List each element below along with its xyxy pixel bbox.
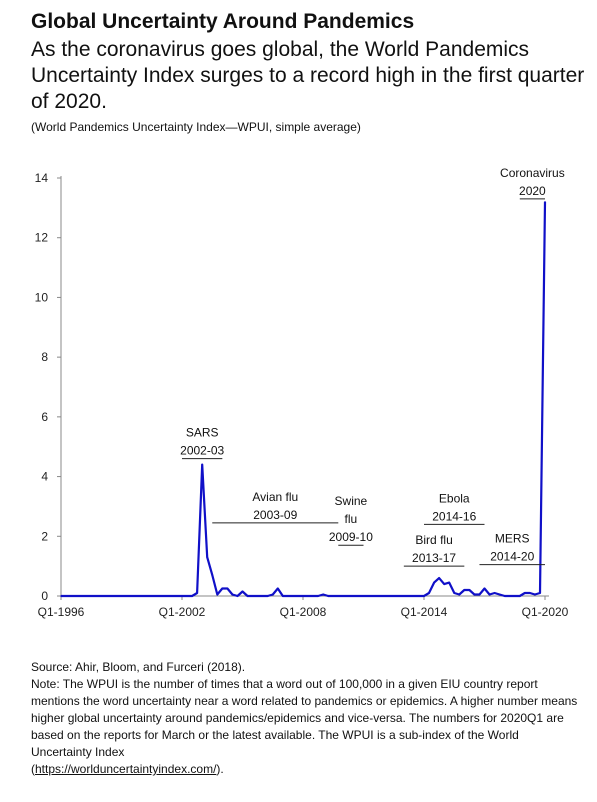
data-point (428, 592, 430, 594)
annotation-label: SARS (186, 426, 219, 440)
chart-subtitle: As the coronavirus goes global, the Worl… (31, 38, 585, 113)
series-line (61, 201, 547, 598)
y-tick-label: 12 (35, 231, 49, 245)
annotation-label: 2002-03 (180, 444, 224, 458)
data-point (529, 592, 531, 594)
data-point (282, 595, 284, 597)
data-point (544, 201, 546, 203)
data-point (201, 463, 203, 466)
data-point (216, 593, 219, 596)
data-point (317, 595, 319, 597)
link-close: ). (216, 762, 224, 776)
annotation-label: 2014-20 (490, 550, 534, 564)
x-tick-label: Q1-2008 (280, 605, 327, 619)
annotation-label: 2014-16 (432, 509, 476, 523)
source-note: Source: Ahir, Bloom, and Furceri (2018). (31, 660, 246, 674)
annotation-label: 2020 (519, 184, 546, 198)
data-point (60, 595, 62, 597)
data-point (463, 589, 466, 591)
data-point (443, 583, 445, 585)
link-open: ( (31, 762, 35, 776)
data-point (478, 593, 481, 596)
data-point (226, 587, 229, 590)
data-point (327, 595, 330, 597)
data-point (468, 589, 471, 591)
data-point (276, 587, 279, 590)
data-point (433, 581, 435, 584)
y-tick-label: 10 (35, 290, 49, 304)
data-point (211, 574, 214, 576)
annotation-label: 2013-17 (412, 551, 456, 565)
data-point (534, 593, 536, 596)
data-point (473, 593, 476, 596)
data-point (518, 595, 521, 597)
data-point (266, 595, 269, 597)
x-tick-label: Q1-2020 (522, 605, 569, 619)
data-point (448, 581, 451, 584)
data-point (483, 587, 486, 590)
data-point (241, 590, 244, 593)
data-point (236, 595, 239, 597)
annotation-label: flu (345, 512, 358, 526)
data-point (191, 595, 193, 597)
note-text: Note: The WPUI is the number of times th… (31, 677, 578, 759)
data-point (438, 577, 440, 579)
annotation-label: Ebola (439, 491, 470, 505)
data-point (322, 593, 324, 596)
y-tick-label: 14 (35, 171, 49, 185)
y-tick-label: 0 (41, 589, 48, 603)
data-point (196, 592, 198, 594)
data-point (498, 593, 501, 596)
chart-footer: Source: Ahir, Bloom, and Furceri (2018).… (31, 659, 579, 778)
data-point (271, 593, 274, 596)
y-tick-label: 2 (41, 529, 48, 543)
pandemic-uncertainty-line-chart: 0 2 4 6 8 10 12 14 Q1-1996 Q1-2002 Q1-2008 Q1-2014 Q… (35, 166, 569, 619)
annotation-label: 2003-09 (253, 508, 297, 522)
y-tick-label: 8 (41, 350, 48, 364)
data-point (423, 595, 425, 597)
x-tick-label: Q1-1996 (38, 605, 85, 619)
data-point (524, 592, 526, 594)
y-tick-label: 4 (41, 470, 48, 484)
data-point (453, 592, 456, 594)
methodology-note: Note: The WPUI is the number of times th… (31, 676, 579, 778)
annotation-label: 2009-10 (329, 530, 373, 544)
wui-website-link[interactable]: https://worlduncertaintyindex.com/ (35, 762, 217, 776)
x-tick-label: Q1-2002 (159, 605, 206, 619)
chart-units-note: (World Pandemics Uncertainty Index—WPUI,… (31, 120, 361, 134)
y-tick-label: 6 (41, 410, 48, 424)
annotation-label: MERS (495, 532, 530, 546)
annotation-label: Coronavirus (500, 166, 565, 180)
data-point (246, 595, 249, 597)
annotation-label: Avian flu (252, 490, 298, 504)
x-tick-label: Q1-2014 (401, 605, 448, 619)
data-point (539, 592, 541, 594)
data-point (493, 592, 496, 594)
data-point (206, 556, 209, 558)
annotation-label: Bird flu (415, 533, 452, 547)
data-point (503, 595, 506, 597)
data-point (221, 587, 224, 590)
chart-title: Global Uncertainty Around Pandemics (31, 10, 415, 33)
data-point (458, 593, 461, 596)
data-point (231, 593, 234, 596)
annotation-label: Swine (335, 494, 368, 508)
data-point (488, 593, 491, 596)
